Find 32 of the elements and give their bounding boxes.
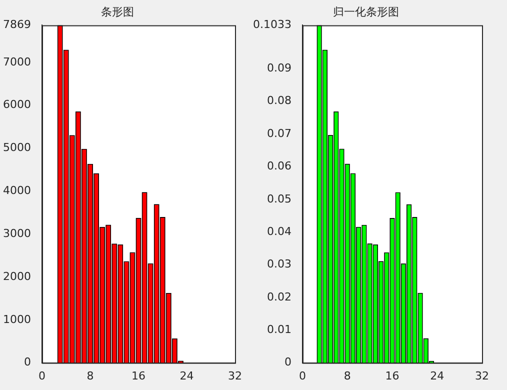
y-tick-label: 0 — [284, 356, 292, 369]
x-tick-label: 0 — [298, 369, 306, 382]
y-tick-label: 0.04 — [266, 224, 292, 238]
y-tick-label: 0.07 — [266, 126, 292, 140]
y-tick-label: 0.09 — [266, 62, 292, 75]
y-tick-label: 0.02 — [266, 290, 292, 304]
x-tick-label: 0 — [38, 369, 46, 382]
chart-title: 归一化条形图 — [333, 5, 399, 18]
x-tick-label: 32 — [228, 369, 242, 382]
x-tick-label: 16 — [131, 369, 146, 382]
x-tick-label: 24 — [180, 369, 194, 382]
x-tick-label: 32 — [475, 369, 489, 382]
x-tick-label: 8 — [344, 369, 351, 382]
y-tick-label: 0 — [24, 356, 31, 369]
y-tick-label: 0.03 — [266, 258, 292, 271]
y-tick-label: 0.1033 — [252, 18, 292, 32]
x-tick-label: 24 — [430, 369, 444, 382]
y-tick-label: 7000 — [2, 55, 31, 68]
x-tick-label: 16 — [385, 369, 400, 382]
y-tick-label: 2000 — [2, 270, 31, 283]
y-tick-label: 4000 — [2, 184, 31, 198]
y-tick-label: 1000 — [2, 312, 31, 326]
y-tick-label: 0.06 — [266, 160, 292, 173]
y-tick-label: 0.05 — [266, 192, 292, 206]
y-tick-label: 0.08 — [266, 94, 292, 108]
x-tick-label: 8 — [86, 369, 94, 382]
y-tick-label: 5000 — [2, 141, 31, 154]
y-tick-label: 6000 — [2, 98, 31, 112]
y-tick-label: 7869 — [2, 18, 31, 32]
y-tick-label: 0.01 — [266, 322, 292, 336]
chart-title: 条形图 — [101, 5, 134, 18]
y-tick-label: 3000 — [2, 226, 31, 240]
